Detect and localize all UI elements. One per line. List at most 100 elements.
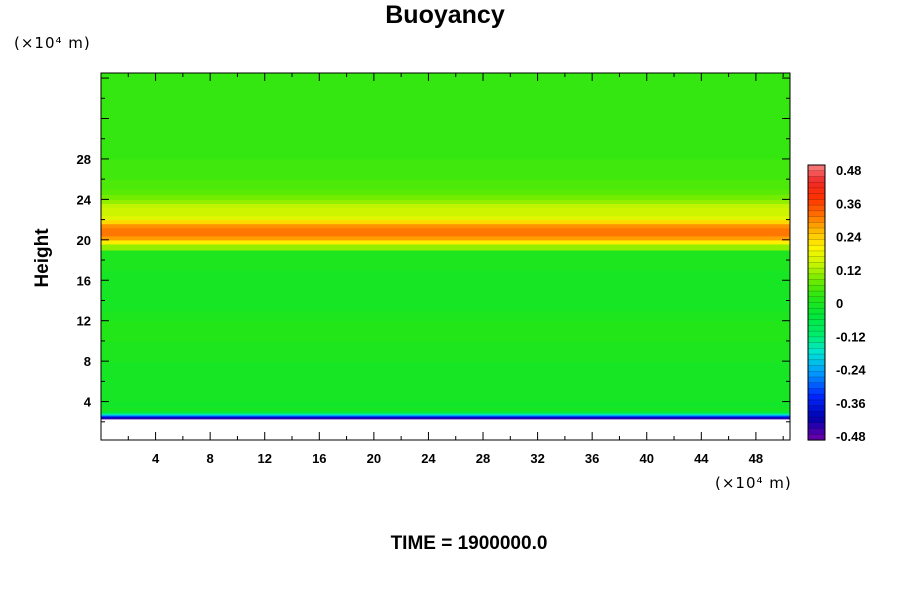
- colorbar-swatch: [807, 371, 826, 378]
- x-tick-label: 4: [152, 451, 160, 466]
- colorbar-swatch: [807, 296, 826, 304]
- colorbar: 0.48 0.36 0.24 0.12 0 -0.12 -0.24 -0.36 -0.48: [807, 163, 866, 444]
- heatmap-band: [101, 320, 790, 327]
- colorbar-swatch: [807, 342, 826, 350]
- colorbar-swatch: [807, 187, 826, 195]
- y-tick-label: 28: [77, 152, 91, 167]
- heatmap-band: [101, 325, 790, 332]
- colorbar-swatch: [807, 181, 826, 189]
- x-tick-label: 28: [476, 451, 490, 466]
- y-tick-label: 12: [77, 314, 91, 329]
- y-tick-label: 20: [77, 233, 91, 248]
- colorbar-swatch: [807, 353, 826, 361]
- heatmap-band: [101, 169, 790, 180]
- colorbar-swatch: [807, 376, 826, 384]
- heatmap-band: [101, 412, 790, 415]
- heatmap-band: [101, 270, 790, 291]
- heatmap-band: [101, 340, 790, 362]
- colorbar-swatch: [807, 416, 826, 424]
- x-tick-label: 12: [257, 451, 271, 466]
- plot-frame: [100, 72, 791, 441]
- heatmap-band: [101, 417, 790, 420]
- heatmap-band: [101, 215, 790, 221]
- colorbar-swatch: [807, 422, 826, 430]
- colorbar-swatch: [807, 290, 826, 298]
- colorbar-swatch: [807, 302, 826, 309]
- heatmap-band: [101, 239, 790, 245]
- x-axis-ticks: 4 8 12 16 20 24 28 32 36 40 44 48: [127, 73, 784, 466]
- colorbar-swatch: [807, 233, 826, 241]
- colorbar-label: -0.12: [836, 329, 866, 344]
- heatmap-band: [101, 416, 790, 419]
- colorbar-swatch: [807, 365, 826, 373]
- colorbar-label: -0.48: [836, 429, 866, 444]
- colorbar-swatch: [807, 313, 826, 321]
- heatmap-band: [101, 203, 790, 209]
- colorbar-swatch: [807, 244, 826, 252]
- heatmap-band: [101, 189, 790, 195]
- colorbar-swatch: [807, 399, 826, 407]
- y-unit-label: (×10⁴ m): [14, 34, 91, 52]
- heatmap-band: [101, 219, 790, 225]
- colorbar-swatch: [807, 388, 826, 395]
- heatmap-band: [101, 414, 790, 417]
- colorbar-swatch: [807, 273, 826, 281]
- x-tick-label: 40: [640, 451, 654, 466]
- y-axis-label: Height: [32, 228, 53, 288]
- heatmap-band: [101, 179, 790, 190]
- colorbar-swatch: [807, 382, 826, 390]
- heatmap-band: [101, 408, 790, 412]
- colorbar-swatch: [807, 336, 826, 344]
- colorbar-label: 0.12: [836, 263, 861, 278]
- colorbar-label: 0.24: [836, 230, 862, 245]
- colorbar-swatch: [807, 285, 826, 292]
- colorbar-label: -0.24: [836, 363, 866, 378]
- colorbar-swatch: [807, 325, 826, 332]
- heatmap-band: [101, 227, 790, 233]
- heatmap-band: [101, 148, 790, 160]
- heatmap-band: [101, 231, 790, 237]
- colorbar-swatch: [807, 411, 826, 418]
- heatmap-band: [101, 207, 790, 213]
- heatmap-band: [101, 413, 790, 416]
- x-tick-label: 16: [312, 451, 326, 466]
- x-tick-label: 24: [421, 451, 436, 466]
- colorbar-swatch: [807, 170, 826, 178]
- x-tick-label: 48: [749, 451, 763, 466]
- heatmap-band: [101, 290, 790, 312]
- heatmap-band: [101, 243, 790, 251]
- colorbar-label: 0: [836, 296, 843, 311]
- x-tick-label: 36: [585, 451, 599, 466]
- colorbar-swatch: [807, 239, 826, 246]
- heatmap-band: [101, 418, 790, 441]
- heatmap-band: [101, 235, 790, 241]
- heatmap-band: [101, 381, 790, 403]
- colorbar-swatch: [807, 393, 826, 401]
- colorbar-swatch: [807, 267, 826, 275]
- heatmap-band: [101, 415, 790, 418]
- x-tick-label: 32: [530, 451, 544, 466]
- colorbar-swatch: [807, 199, 826, 206]
- heatmap-band: [101, 211, 790, 217]
- x-tick-label: 44: [694, 451, 709, 466]
- colorbar-label: 0.48: [836, 163, 861, 178]
- y-axis-ticks: 4 8 12 16 20 24 28: [77, 77, 790, 423]
- y-tick-label: 8: [84, 354, 91, 369]
- heatmap-band: [101, 199, 790, 205]
- time-label: TIME = 1900000.0: [391, 533, 548, 554]
- heatmap-band: [101, 310, 790, 322]
- x-tick-label: 8: [207, 451, 214, 466]
- colorbar-swatch: [807, 176, 826, 183]
- y-tick-label: 24: [77, 192, 92, 207]
- y-tick-label: 4: [84, 395, 92, 410]
- heatmap-band: [101, 158, 790, 170]
- x-unit-label: (×10⁴ m): [715, 474, 792, 492]
- colorbar-label: 0.36: [836, 196, 861, 211]
- colorbar-swatch: [807, 330, 826, 338]
- colorbar-swatch: [807, 222, 826, 229]
- heatmap-band: [101, 194, 790, 200]
- heatmap-band: [101, 249, 790, 271]
- heatmap-band: [101, 406, 790, 410]
- colorbar-swatch: [807, 250, 826, 258]
